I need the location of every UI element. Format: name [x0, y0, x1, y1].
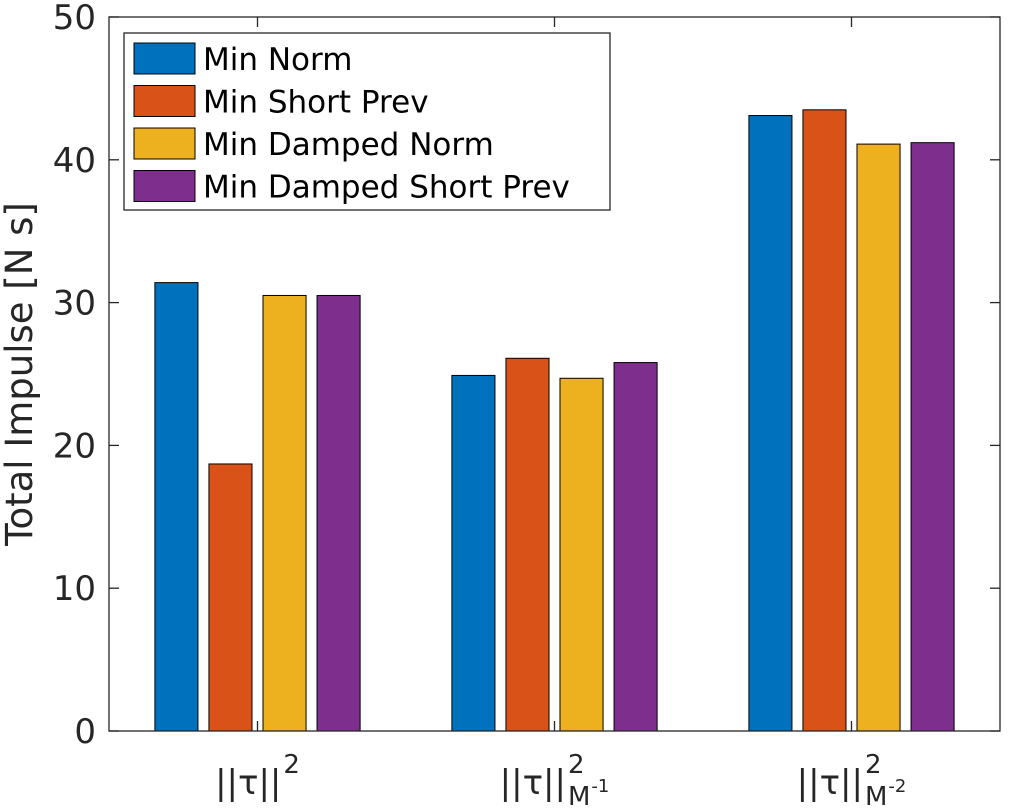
bars-group — [154, 109, 955, 732]
y-tick-label: 0 — [74, 712, 96, 752]
bar-min-damped-short-prev-3 — [910, 142, 955, 732]
x-tick-label-sub: M — [568, 782, 590, 810]
y-tick-label: 50 — [53, 0, 96, 38]
x-tick-label-base: ||τ|| — [215, 763, 281, 803]
y-tick-label: 20 — [53, 426, 96, 466]
bar-min-damped-norm-2 — [559, 377, 604, 732]
y-tick-label: 10 — [53, 569, 96, 609]
x-tick-label: ||τ|| 2M -2 — [797, 750, 907, 810]
bar-min-damped-norm-1 — [262, 294, 307, 732]
legend-label: Min Norm — [203, 42, 352, 78]
x-tick-label-sup: 2 — [283, 750, 300, 780]
x-tick-label-base: ||τ|| — [500, 763, 566, 803]
legend-box — [123, 32, 611, 211]
x-tick-label-subsup: -1 — [591, 776, 609, 797]
y-axis-title: Total Impulse [N s] — [0, 202, 41, 547]
x-tick-label: ||τ|| 2 — [215, 750, 300, 803]
x-axis: ||τ|| 2 ||τ|| 2M -1 ||τ|| 2M -2 — [215, 17, 906, 810]
x-tick-label-sup: 2 — [865, 750, 882, 780]
bar-min-norm-3 — [748, 115, 793, 732]
bar-min-short-prev-1 — [208, 463, 253, 732]
bar-min-norm-1 — [154, 282, 199, 732]
legend-label: Min Damped Norm — [203, 127, 494, 163]
legend-label: Min Short Prev — [203, 85, 429, 121]
x-tick-label-sub: M — [865, 782, 887, 810]
x-tick-label: ||τ|| 2M -1 — [500, 750, 610, 810]
bar-min-damped-short-prev-2 — [613, 362, 658, 732]
legend-swatch — [133, 127, 196, 160]
y-tick-label: 40 — [53, 141, 96, 181]
legend-swatch — [133, 42, 196, 75]
x-tick-label-subsup: -2 — [888, 776, 906, 797]
bar-min-damped-short-prev-1 — [316, 294, 361, 732]
legend-swatch — [133, 170, 196, 202]
y-axis: 0 10 20 30 40 50 — [53, 0, 1000, 752]
bar-min-short-prev-2 — [505, 357, 550, 732]
y-tick-label: 30 — [53, 284, 96, 324]
x-tick-label-sup: 2 — [568, 750, 585, 780]
x-tick-label-base: ||τ|| — [797, 763, 863, 803]
bar-min-damped-norm-3 — [856, 143, 901, 732]
bar-min-short-prev-3 — [802, 109, 847, 732]
legend-swatch — [133, 85, 196, 117]
bar-min-norm-2 — [451, 374, 496, 732]
legend: Min Norm Min Short Prev Min Damped Norm Min… — [123, 32, 611, 211]
legend-label: Min Damped Short Prev — [203, 170, 570, 206]
